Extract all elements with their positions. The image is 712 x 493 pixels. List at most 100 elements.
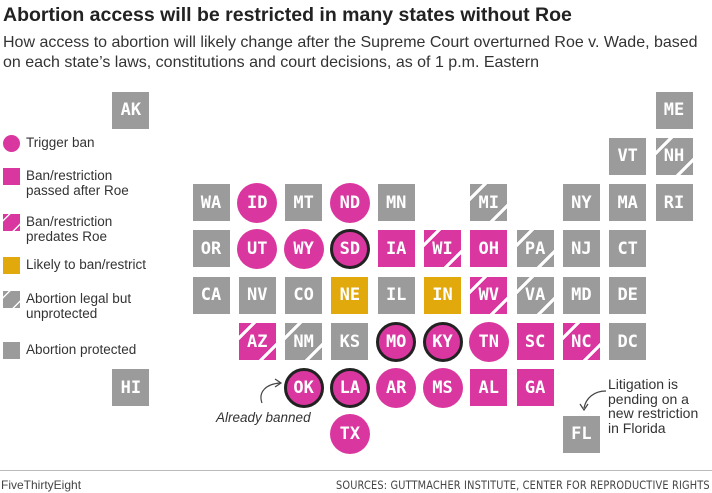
- state-label: SD: [339, 238, 361, 259]
- state-tile-fl: FL: [562, 415, 600, 453]
- state-tile-ri: RI: [655, 184, 693, 222]
- state-tile-me: ME: [655, 91, 693, 129]
- state-tile-nh: NH: [655, 137, 693, 175]
- state-label: WV: [478, 285, 500, 306]
- state-label: MN: [385, 192, 407, 213]
- state-label: WA: [200, 192, 222, 213]
- source-note: SOURCES: GUTTMACHER INSTITUTE, CENTER FO…: [336, 478, 710, 492]
- state-label: NY: [571, 192, 592, 213]
- state-tile-de: DE: [609, 276, 647, 314]
- state-label: AR: [385, 377, 407, 398]
- legend-label: Trigger ban: [26, 135, 95, 150]
- chart-title: Abortion access will be restricted in ma…: [3, 4, 572, 26]
- state-tile-ne: NE: [331, 276, 369, 314]
- state-tile-md: MD: [562, 276, 600, 314]
- state-tile-ma: MA: [609, 184, 647, 222]
- state-label: ID: [247, 192, 268, 213]
- state-label: NH: [663, 146, 685, 167]
- state-tile-nd: ND: [329, 182, 370, 223]
- legend-label: Ban/restriction passed after Roe: [26, 168, 129, 198]
- legend-label: Likely to ban/restrict: [26, 257, 147, 272]
- state-label: WI: [432, 238, 453, 259]
- state-tile-ks: KS: [331, 323, 369, 360]
- state-tile-wv: WV: [470, 276, 508, 314]
- state-tile-mn: MN: [377, 184, 415, 222]
- state-label: DE: [617, 285, 638, 306]
- state-label: ME: [663, 100, 685, 120]
- state-tile-ct: CT: [609, 230, 647, 268]
- state-tile-nv: NV: [238, 276, 276, 314]
- state-tile-az: AZ: [238, 323, 276, 360]
- state-tile-hi: HI: [112, 369, 150, 407]
- state-label: TN: [478, 331, 500, 352]
- state-label: RI: [663, 192, 685, 213]
- legend-swatch-trigger: [3, 135, 20, 152]
- state-tile-al: AL: [470, 369, 508, 407]
- legend-item-predates: Ban/restriction predates Roe: [3, 214, 156, 244]
- legend-item-trigger: Trigger ban: [3, 135, 156, 152]
- already-banned-arrow: [260, 382, 281, 404]
- state-label: DC: [617, 331, 638, 352]
- state-tile-oh: OH: [470, 230, 508, 268]
- state-tile-pa: PA: [516, 230, 554, 268]
- state-label: PA: [524, 238, 546, 259]
- legend-label: Abortion legal but unprotected: [26, 291, 132, 321]
- state-label: TX: [339, 424, 361, 445]
- state-tile-nc: NC: [562, 323, 600, 360]
- state-label: MT: [293, 192, 314, 213]
- state-label: NV: [247, 285, 268, 306]
- legend-swatch-predates: [3, 214, 20, 231]
- state-label: KS: [339, 331, 361, 352]
- state-label: ND: [339, 192, 361, 213]
- state-tile-in: IN: [424, 276, 461, 314]
- state-tile-mi: MI: [470, 184, 508, 222]
- state-tile-ky: KY: [422, 321, 463, 362]
- state-tile-ms: MS: [422, 367, 463, 408]
- state-tile-co: CO: [285, 276, 323, 314]
- state-tile-ut: UT: [237, 228, 278, 269]
- state-tile-tn: TN: [468, 321, 509, 362]
- state-tile-ok: OK: [283, 367, 324, 408]
- state-label: NE: [339, 285, 361, 306]
- already-banned-arrowhead: [274, 378, 283, 388]
- state-label: MA: [617, 192, 638, 213]
- state-label: KY: [432, 331, 453, 352]
- state-label: MS: [432, 377, 453, 398]
- state-tile-wa: WA: [192, 184, 230, 222]
- chart-subtitle: How access to abortion will likely chang…: [3, 34, 698, 71]
- florida-arrowhead: [579, 403, 589, 412]
- state-tile-mo: MO: [376, 321, 417, 362]
- state-label: VA: [524, 285, 546, 306]
- state-label: AL: [478, 377, 500, 398]
- state-tile-il: IL: [377, 276, 415, 314]
- state-label: NM: [293, 331, 314, 352]
- state-label: OK: [293, 377, 314, 398]
- state-tile-sc: SC: [516, 323, 554, 360]
- footer-divider: [0, 470, 712, 471]
- state-tile-sd: SD: [329, 228, 370, 269]
- state-label: HI: [120, 377, 142, 398]
- state-label: OR: [200, 238, 222, 259]
- state-label: CA: [200, 285, 222, 306]
- state-tile-va: VA: [516, 276, 554, 314]
- state-tile-ia: IA: [377, 230, 415, 268]
- state-tile-id: ID: [237, 182, 278, 223]
- legend-swatch-likely: [3, 257, 20, 274]
- state-label: VT: [617, 146, 638, 167]
- state-tile-mt: MT: [285, 184, 323, 222]
- state-tile-la: LA: [329, 367, 370, 408]
- state-tile-ak: AK: [112, 91, 150, 129]
- legend-item-likely: Likely to ban/restrict: [3, 257, 156, 274]
- state-label: AK: [120, 100, 142, 120]
- legend-swatch-unprotected: [3, 291, 20, 308]
- state-tile-vt: VT: [609, 137, 647, 175]
- florida-arrow: [583, 390, 607, 409]
- state-label: MI: [478, 192, 500, 213]
- brand-logo: FiveThirtyEight: [1, 478, 82, 492]
- state-tile-wi: WI: [424, 230, 461, 268]
- state-tile-nm: NM: [285, 323, 323, 360]
- state-label: GA: [524, 377, 546, 398]
- state-label: SC: [524, 331, 546, 352]
